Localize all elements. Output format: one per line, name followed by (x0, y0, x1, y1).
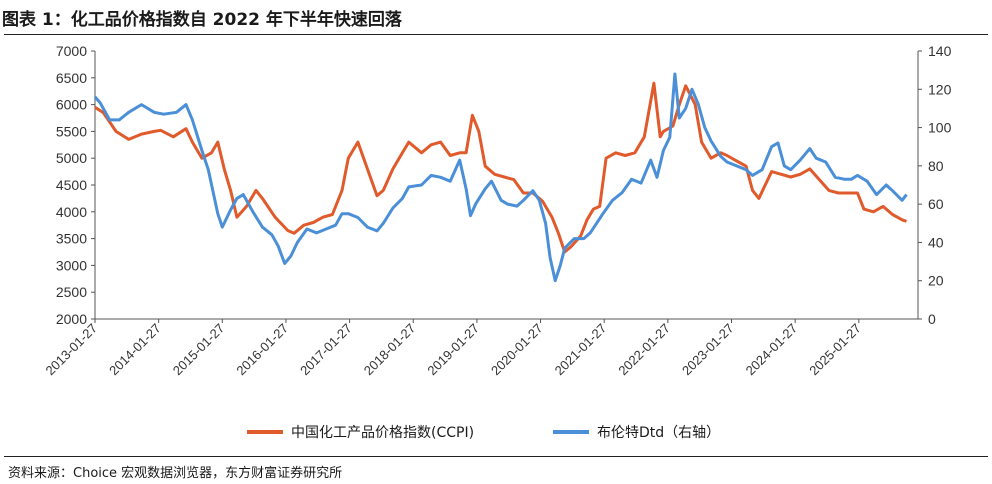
x-tick-label: 2014-01-27 (106, 321, 164, 379)
line-chart: 7000 6500 6000 5500 5000 4500 4000 3500 3000 2500… (42, 43, 952, 441)
x-tick-label: 2018-01-27 (361, 321, 419, 379)
right-tick-label: 20 (928, 273, 944, 289)
left-tick-label: 6000 (56, 97, 87, 113)
x-tick-label: 2024-01-27 (743, 321, 801, 379)
x-tick-label: 2021-01-27 (552, 321, 610, 379)
right-tick-label: 100 (928, 120, 952, 136)
right-axis-ticks: 140 120 100 80 60 40 20 0 (918, 43, 952, 327)
chart-series (93, 72, 908, 283)
left-tick-label: 5500 (56, 123, 87, 139)
chart-title: 图表 1：化工品价格指数自 2022 年下半年快速回落 (2, 10, 402, 30)
left-tick-label: 5000 (56, 150, 87, 166)
left-tick-label: 4500 (56, 177, 87, 193)
x-tick-label: 2023-01-27 (679, 321, 737, 379)
legend-ccpi-label: 中国化工产品价格指数(CCPI) (291, 425, 474, 441)
left-tick-label: 3500 (56, 231, 87, 247)
right-tick-label: 80 (928, 158, 944, 174)
left-tick-label: 7000 (56, 43, 87, 59)
x-tick-label: 2025-01-27 (806, 321, 864, 379)
left-tick-label: 4000 (56, 204, 87, 220)
left-axis-ticks: 7000 6500 6000 5500 5000 4500 4000 3500 3000 2500… (56, 43, 95, 327)
chart-legend: 中国化工产品价格指数(CCPI) 布伦特Dtd（右轴） (247, 425, 720, 441)
right-tick-label: 140 (928, 43, 952, 59)
right-tick-label: 0 (928, 311, 936, 327)
x-tick-label: 2015-01-27 (170, 321, 228, 379)
source-note: 资料来源：Choice 宏观数据浏览器，东方财富证券研究所 (8, 466, 343, 481)
left-tick-label: 6500 (56, 70, 87, 86)
x-tick-label: 2022-01-27 (615, 321, 673, 379)
source-divider (4, 456, 988, 457)
chart-axes (94, 51, 919, 320)
x-tick-label: 2020-01-27 (488, 321, 546, 379)
x-tick-label: 2016-01-27 (233, 321, 291, 379)
ccpi-series-line (94, 81, 908, 254)
right-tick-label: 120 (928, 81, 952, 97)
title-bar (4, 0, 988, 35)
x-axis-ticks: 2013-01-27 2014-01-27 2015-01-27 2016-01-27… (42, 319, 864, 379)
x-tick-label: 2013-01-27 (42, 321, 100, 379)
right-tick-label: 40 (928, 234, 944, 250)
brent-series-line (93, 72, 908, 283)
legend-brent-label: 布伦特Dtd（右轴） (597, 425, 720, 441)
right-tick-label: 60 (928, 196, 944, 212)
x-tick-label: 2017-01-27 (297, 321, 355, 379)
x-tick-label: 2019-01-27 (424, 321, 482, 379)
left-tick-label: 2500 (56, 284, 87, 300)
left-tick-label: 3000 (56, 257, 87, 273)
left-tick-label: 2000 (56, 311, 87, 327)
